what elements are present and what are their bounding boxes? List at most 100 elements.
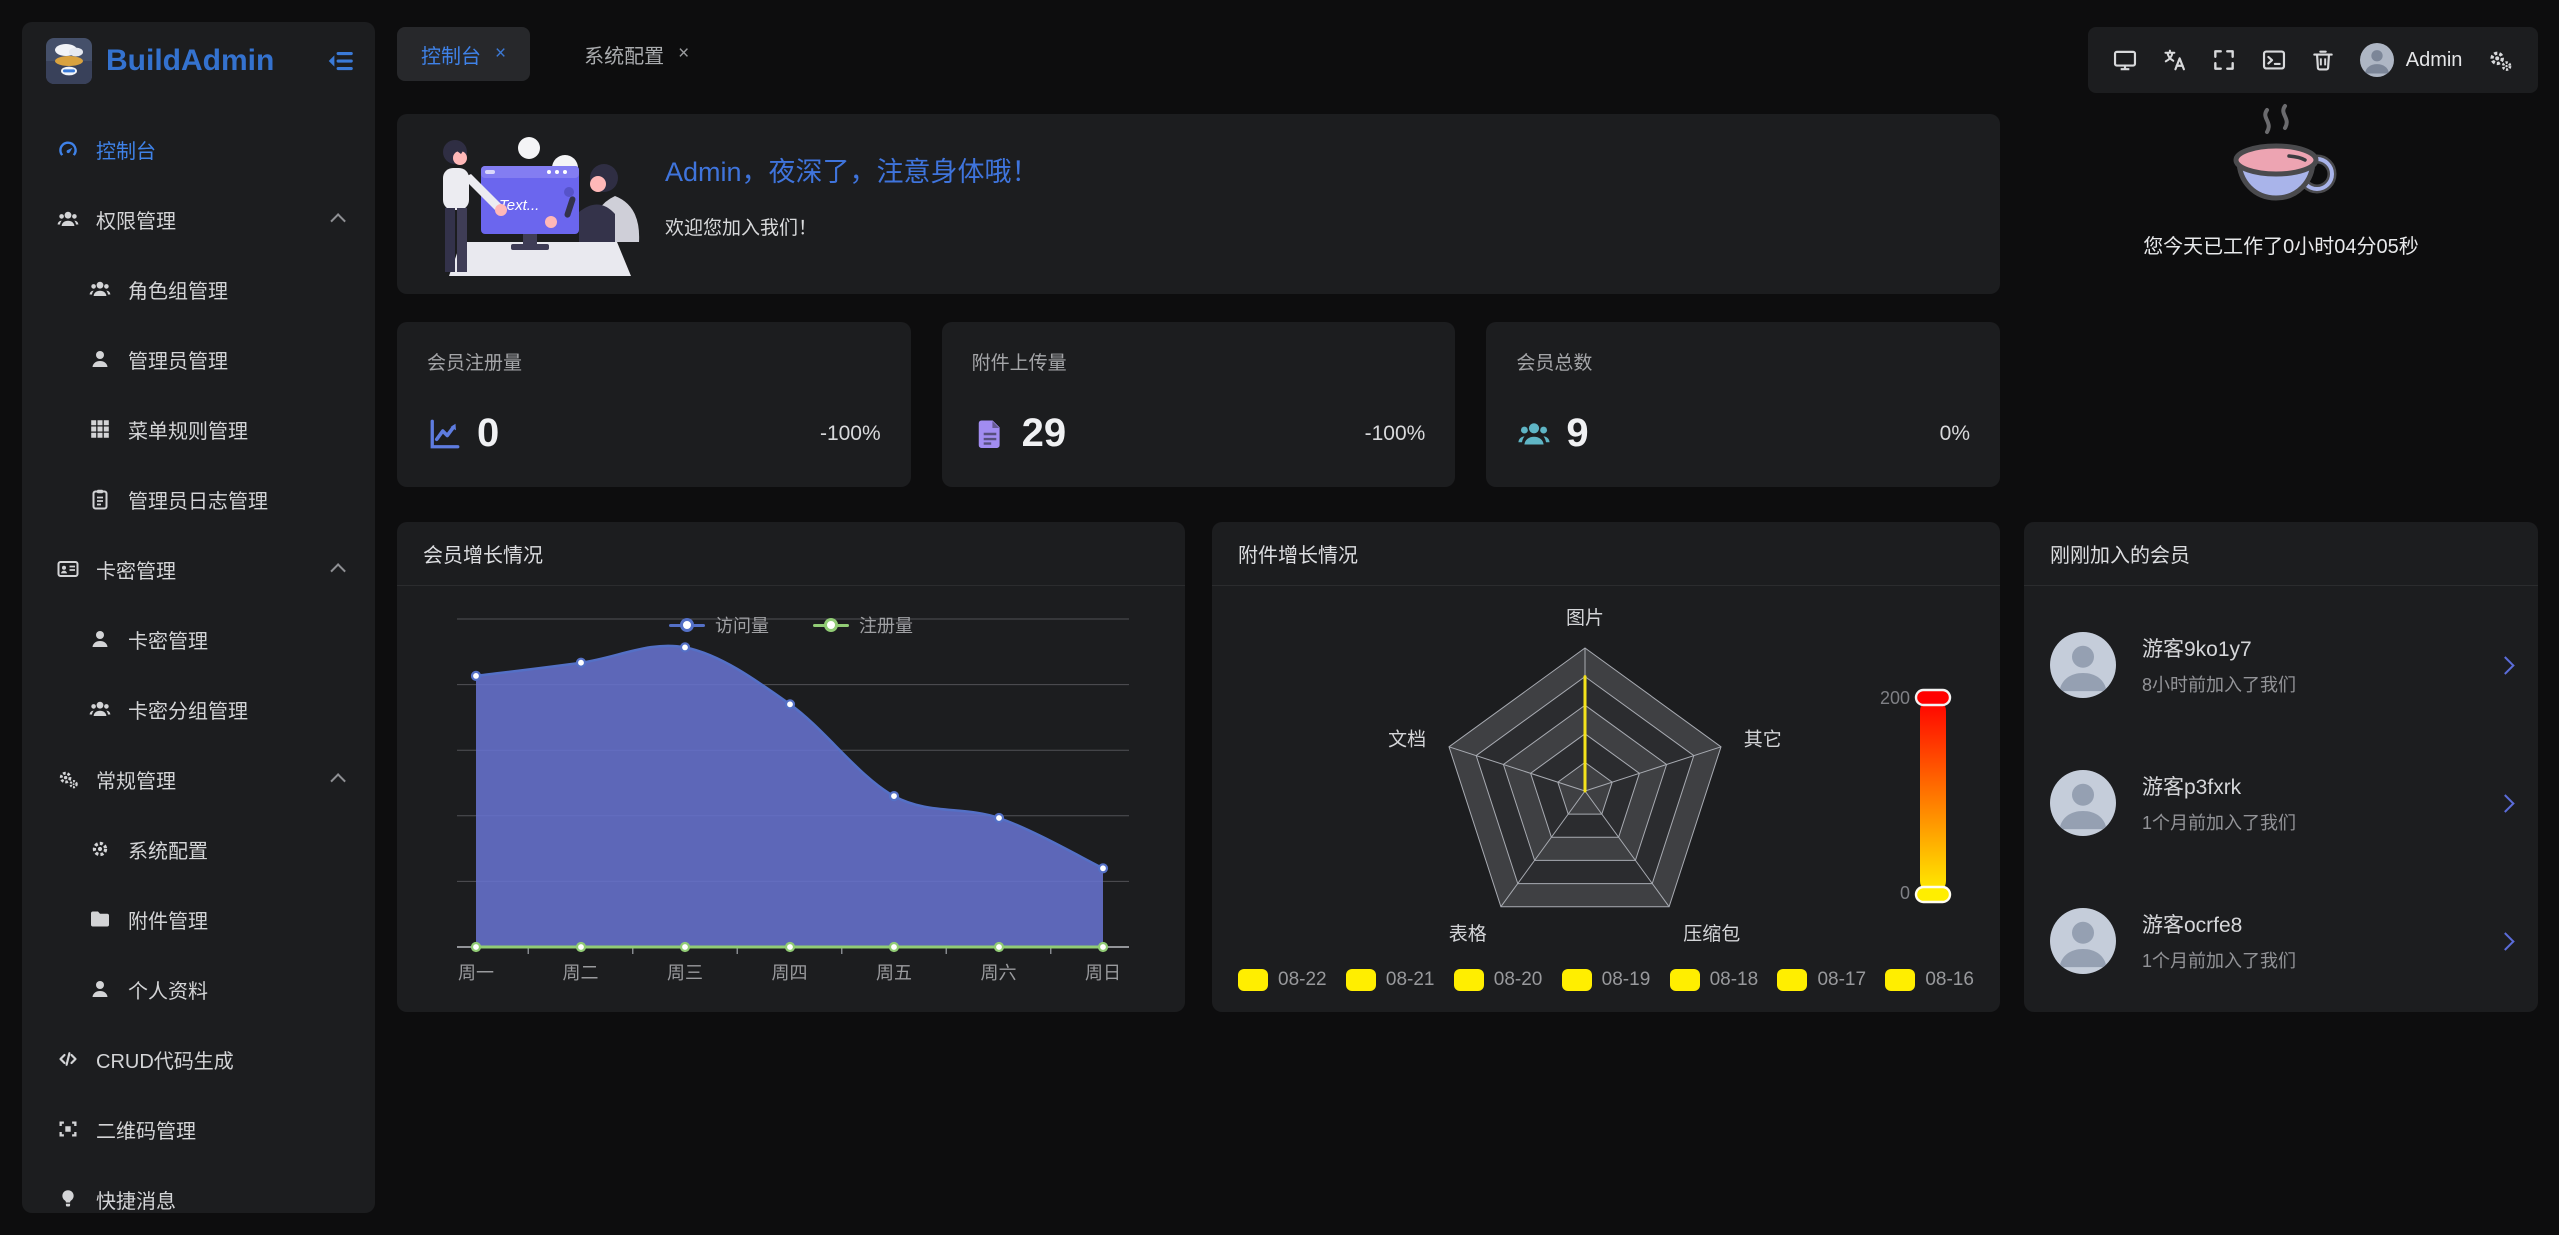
sidebar-item-gauge-0[interactable]: 控制台 bbox=[22, 114, 375, 184]
sidebar: BuildAdmin 控制台权限管理角色组管理 管理员管理菜单规则管理 管理员日志管… bbox=[22, 22, 375, 1213]
svg-text:周四: 周四 bbox=[772, 963, 808, 983]
terminal-icon[interactable] bbox=[2261, 47, 2287, 73]
member-row-1[interactable]: 游客p3fxrk 1个月前加入了我们 bbox=[2050, 734, 2515, 872]
tab-close-icon[interactable]: × bbox=[495, 43, 507, 64]
folder-icon bbox=[88, 907, 112, 931]
legend-swatch-icon bbox=[1885, 969, 1916, 991]
sidebar-item-user-7[interactable]: 卡密管理 bbox=[22, 604, 375, 674]
panel-title: 会员增长情况 bbox=[423, 545, 543, 567]
sidebar-item-label: 管理员日志管理 bbox=[128, 490, 268, 513]
users-icon bbox=[56, 207, 80, 231]
sidebar-item-label: 常规管理 bbox=[96, 770, 176, 793]
trash-icon[interactable] bbox=[2310, 47, 2336, 73]
chevron-right-icon[interactable] bbox=[2496, 655, 2515, 675]
panel-title: 附件增长情况 bbox=[1238, 545, 1358, 567]
stat-cards: 会员注册量 0 -100% 附件上传量 29 -100% 会员总数 9 0% bbox=[397, 322, 2000, 487]
chevron-right-icon[interactable] bbox=[2496, 793, 2515, 813]
member-row-2[interactable]: 游客ocrfe8 1个月前加入了我们 bbox=[2050, 872, 2515, 1010]
users-icon bbox=[88, 697, 112, 721]
member-row-0[interactable]: 游客9ko1y7 8小时前加入了我们 bbox=[2050, 596, 2515, 734]
tab-close-icon[interactable]: × bbox=[678, 43, 690, 64]
chart-line-icon bbox=[427, 416, 463, 452]
member-growth-panel: 会员增长情况 访问量 注册量 周一 周二 周三 周四 周五 周六 周日 bbox=[397, 522, 1185, 1012]
welcome-title: Admin，夜深了，注意身体哦！ bbox=[665, 157, 1039, 187]
settings-gears-icon[interactable] bbox=[2486, 46, 2514, 74]
radar-legend-item-0[interactable]: 08-22 bbox=[1238, 969, 1327, 991]
legend-swatch-icon bbox=[1777, 969, 1808, 991]
user-menu[interactable]: Admin bbox=[2359, 43, 2462, 77]
radar-legend-item-1[interactable]: 08-21 bbox=[1345, 969, 1435, 991]
translate-icon[interactable] bbox=[2162, 47, 2188, 73]
legend-item-0[interactable]: 访问量 bbox=[669, 612, 769, 638]
sidebar-item-folder-11[interactable]: 附件管理 bbox=[22, 884, 375, 954]
legend-swatch-icon bbox=[1561, 969, 1592, 991]
member-name: 游客p3fxrk bbox=[2142, 776, 2242, 799]
sidebar-item-gear-10[interactable]: 系统配置 bbox=[22, 814, 375, 884]
legend-item-1[interactable]: 注册量 bbox=[813, 612, 913, 638]
sidebar-item-label: 菜单规则管理 bbox=[128, 420, 248, 443]
sidebar-item-clipboard-5[interactable]: 管理员日志管理 bbox=[22, 464, 375, 534]
member-joined-text: 8小时前加入了我们 bbox=[2142, 675, 2297, 695]
sidebar-collapse-icon[interactable] bbox=[325, 46, 355, 76]
sidebar-item-grid-4[interactable]: 菜单规则管理 bbox=[22, 394, 375, 464]
member-list: 游客9ko1y7 8小时前加入了我们 游客p3fxrk 1个月前加入了我们 游客ocrf… bbox=[2024, 586, 2538, 1010]
monitor-icon[interactable] bbox=[2112, 47, 2138, 73]
stat-value: 0 bbox=[477, 411, 500, 455]
sidebar-item-label: 二维码管理 bbox=[96, 1120, 196, 1143]
tab-0[interactable]: 控制台 × bbox=[397, 27, 531, 81]
svg-text:其它: 其它 bbox=[1744, 728, 1782, 750]
stat-label: 会员总数 bbox=[1516, 353, 1593, 374]
sidebar-item-users-8[interactable]: 卡密分组管理 bbox=[22, 674, 375, 744]
svg-text:周二: 周二 bbox=[563, 963, 599, 983]
sidebar-item-label: 卡密管理 bbox=[128, 630, 208, 653]
tab-bar: 控制台 × 系统配置 × bbox=[397, 27, 713, 81]
gears-icon bbox=[56, 767, 80, 791]
avatar bbox=[2050, 770, 2116, 836]
member-joined-text: 1个月前加入了我们 bbox=[2142, 813, 2297, 833]
legend-swatch-icon bbox=[1345, 969, 1376, 991]
sidebar-item-user-12[interactable]: 个人资料 bbox=[22, 954, 375, 1024]
app-title: BuildAdmin bbox=[106, 44, 275, 77]
user-icon bbox=[88, 977, 112, 1001]
sidebar-item-gears-9[interactable]: 常规管理 bbox=[22, 744, 375, 814]
chevron-up-icon bbox=[330, 562, 346, 579]
radar-legend-item-6[interactable]: 08-16 bbox=[1885, 969, 1974, 991]
sidebar-item-idcard-6[interactable]: 卡密管理 bbox=[22, 534, 375, 604]
avatar bbox=[2050, 908, 2116, 974]
sidebar-item-bulb-15[interactable]: 快捷消息 bbox=[22, 1164, 375, 1213]
radar-legend-item-4[interactable]: 08-18 bbox=[1669, 969, 1758, 991]
sidebar-item-label: 权限管理 bbox=[96, 210, 176, 233]
sidebar-item-users-1[interactable]: 权限管理 bbox=[22, 184, 375, 254]
chevron-up-icon bbox=[330, 212, 346, 229]
radar-legend-item-2[interactable]: 08-20 bbox=[1453, 969, 1542, 991]
member-name: 游客9ko1y7 bbox=[2142, 638, 2252, 661]
sidebar-item-users-2[interactable]: 角色组管理 bbox=[22, 254, 375, 324]
svg-text:0: 0 bbox=[1900, 883, 1910, 903]
grid-icon bbox=[88, 417, 112, 441]
fullscreen-icon[interactable] bbox=[2211, 47, 2237, 73]
stat-value: 29 bbox=[1021, 411, 1067, 455]
legend-label: 访问量 bbox=[715, 616, 769, 636]
idcard-icon bbox=[56, 557, 80, 581]
bulb-icon bbox=[56, 1187, 80, 1211]
sidebar-item-user-3[interactable]: 管理员管理 bbox=[22, 324, 375, 394]
member-joined-text: 1个月前加入了我们 bbox=[2142, 951, 2297, 971]
legend-label: 08-16 bbox=[1925, 969, 1974, 990]
sidebar-item-code-13[interactable]: CRUD代码生成 bbox=[22, 1024, 375, 1094]
tab-1[interactable]: 系统配置 × bbox=[560, 27, 713, 81]
gear-icon bbox=[88, 837, 112, 861]
radar-legend-item-5[interactable]: 08-17 bbox=[1777, 969, 1866, 991]
legend-label: 08-22 bbox=[1278, 969, 1327, 990]
legend-line-marker-icon bbox=[669, 618, 705, 632]
svg-text:周三: 周三 bbox=[667, 963, 703, 983]
tab-label: 系统配置 bbox=[584, 45, 665, 68]
legend-swatch-icon bbox=[1669, 969, 1700, 991]
header-toolbar: Admin bbox=[2088, 27, 2538, 93]
coffee-cup-icon bbox=[2233, 104, 2337, 201]
radar-legend-item-3[interactable]: 08-19 bbox=[1561, 969, 1650, 991]
sidebar-item-qrcode-14[interactable]: 二维码管理 bbox=[22, 1094, 375, 1164]
file-icon bbox=[972, 416, 1008, 452]
chevron-right-icon[interactable] bbox=[2496, 931, 2515, 951]
sidebar-item-label: 卡密分组管理 bbox=[128, 700, 248, 723]
worktime-text: 您今天已工作了0小时04分05秒 bbox=[2143, 236, 2419, 258]
